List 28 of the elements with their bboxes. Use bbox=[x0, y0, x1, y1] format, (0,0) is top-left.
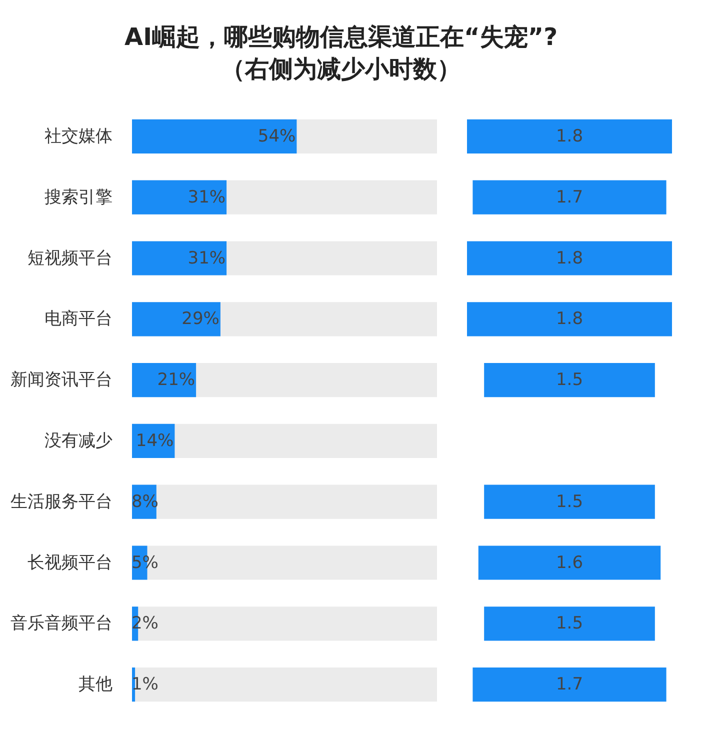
data-label: 1.8 bbox=[556, 126, 584, 146]
data-label: 1.8 bbox=[556, 248, 584, 268]
data-label: 21% bbox=[157, 370, 196, 390]
chart-subtitle: （右侧为减少小时数） bbox=[221, 55, 461, 83]
y-tick-label: 没有减少 bbox=[44, 430, 112, 451]
chart-title: AI崛起，哪些购物信息渠道正在“失宠”? bbox=[124, 23, 558, 51]
bar bbox=[132, 363, 196, 398]
data-label: 1.5 bbox=[556, 492, 584, 512]
data-label: 1.7 bbox=[556, 187, 584, 208]
data-label: 31% bbox=[188, 187, 226, 208]
data-label: 1.8 bbox=[556, 309, 584, 330]
y-tick-label: 生活服务平台 bbox=[10, 492, 112, 512]
y-tick-label: 短视频平台 bbox=[28, 248, 112, 268]
y-tick-label: 长视频平台 bbox=[28, 552, 112, 573]
data-label: 1.5 bbox=[556, 370, 584, 390]
y-tick-label: 音乐音频平台 bbox=[10, 614, 112, 634]
data-label: 54% bbox=[258, 126, 296, 146]
y-tick-label: 社交媒体 bbox=[44, 126, 112, 146]
data-label: 14% bbox=[136, 430, 174, 451]
y-tick-label: 搜索引擎 bbox=[44, 187, 112, 208]
y-tick-label: 新闻资讯平台 bbox=[10, 370, 112, 390]
data-label: 1.7 bbox=[556, 674, 584, 695]
y-tick-label: 电商平台 bbox=[44, 309, 112, 330]
data-label: 1.6 bbox=[556, 552, 584, 573]
data-label: 29% bbox=[182, 309, 220, 330]
data-label: 1.5 bbox=[556, 614, 584, 634]
y-tick-label: 其他 bbox=[78, 674, 112, 695]
data-label: 31% bbox=[188, 248, 226, 268]
